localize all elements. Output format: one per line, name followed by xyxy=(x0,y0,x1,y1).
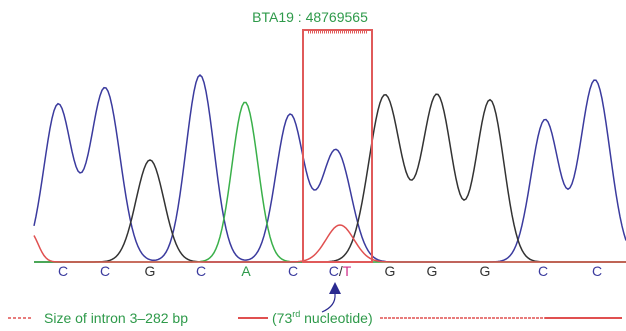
base-call: C xyxy=(58,263,68,279)
base-call: C xyxy=(538,263,548,279)
nuc-sup: rd xyxy=(292,309,300,319)
trace xyxy=(34,103,626,263)
snp-major: C xyxy=(329,263,339,279)
snp-arrow xyxy=(329,282,341,294)
base-call: A xyxy=(241,263,251,279)
base-call: C xyxy=(288,263,298,279)
snp-box xyxy=(303,30,372,262)
chromatogram: BTA19 : 48769565 C C G C A C G G G C C C/T Size of… xyxy=(0,0,626,326)
nuc-close: nucleotide) xyxy=(300,310,372,326)
snp-minor: T xyxy=(343,263,352,279)
locus-label: BTA19 : 48769565 xyxy=(252,9,368,25)
base-call: C xyxy=(196,263,206,279)
base-call: G xyxy=(145,263,156,279)
legend-nucleotide: (73rd nucleotide) xyxy=(272,309,373,326)
snp-call: C/T xyxy=(329,263,352,279)
trace xyxy=(34,225,626,262)
base-call: C xyxy=(592,263,602,279)
base-call: C xyxy=(100,263,110,279)
base-call: G xyxy=(480,263,491,279)
peaks xyxy=(34,75,626,262)
base-call: G xyxy=(385,263,396,279)
nuc-open: (73 xyxy=(272,310,292,326)
base-call: G xyxy=(427,263,438,279)
legend-intron: Size of intron 3–282 bp xyxy=(44,310,188,326)
